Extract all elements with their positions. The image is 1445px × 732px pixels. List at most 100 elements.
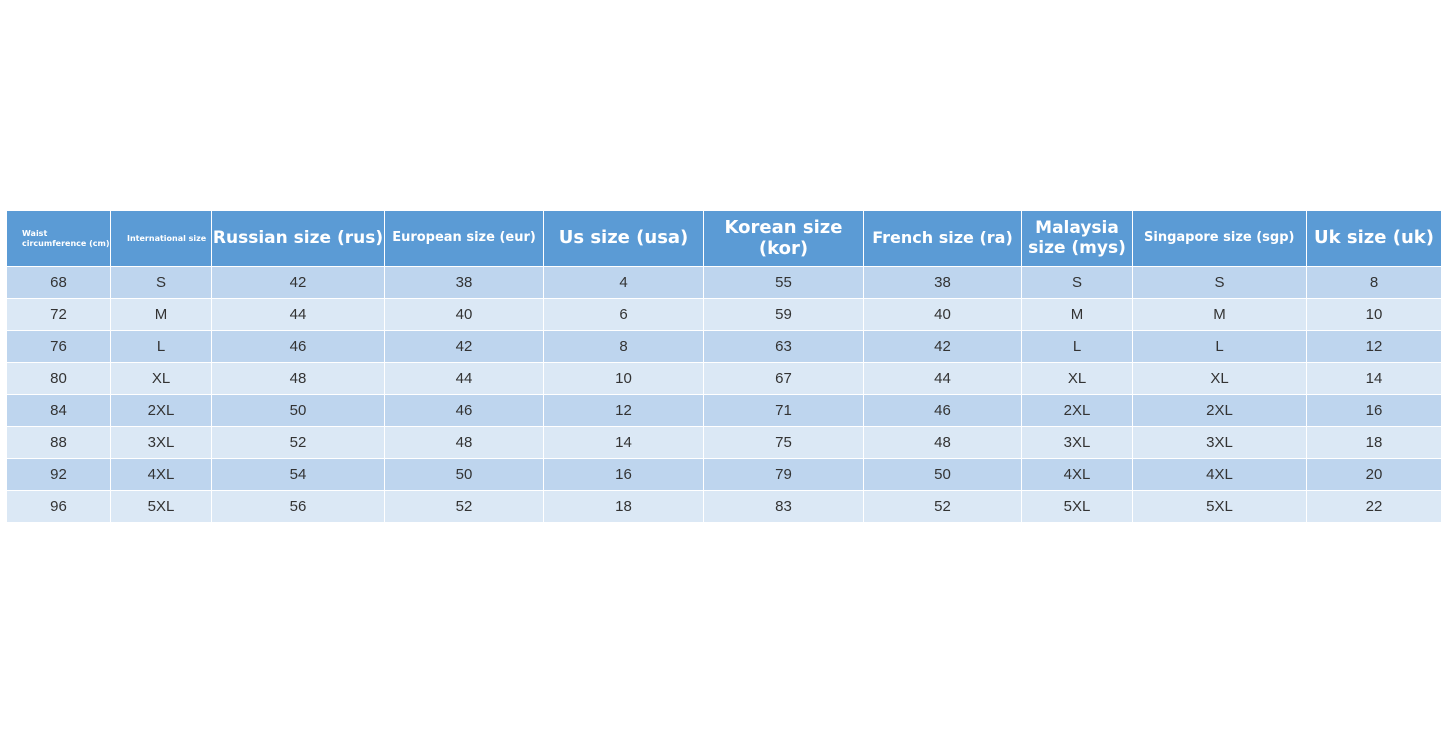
table-cell: S — [110, 266, 212, 299]
table-cell: 40 — [384, 298, 544, 331]
table-cell: 67 — [703, 362, 864, 395]
table-cell: 96 — [6, 490, 111, 523]
table-cell: 6 — [543, 298, 704, 331]
table-cell: 88 — [6, 426, 111, 459]
column-header: International size — [110, 210, 212, 267]
table-cell: M — [110, 298, 212, 331]
table-cell: 14 — [1306, 362, 1442, 395]
table-row: 84 2XL 50 46 12 71 46 2XL 2XL 16 — [6, 394, 1442, 427]
table-cell: 2XL — [110, 394, 212, 427]
table-cell: 50 — [211, 394, 385, 427]
size-table: Waist circumference (cm) International si… — [6, 210, 1442, 523]
table-cell: L — [1132, 330, 1307, 363]
column-header: European size (eur) — [384, 210, 544, 267]
table-cell: 71 — [703, 394, 864, 427]
table-cell: M — [1132, 298, 1307, 331]
table-row: 92 4XL 54 50 16 79 50 4XL 4XL 20 — [6, 458, 1442, 491]
table-cell: 4XL — [1132, 458, 1307, 491]
column-header: French size (ra) — [863, 210, 1022, 267]
table-cell: M — [1021, 298, 1133, 331]
table-cell: 52 — [384, 490, 544, 523]
table-cell: 12 — [543, 394, 704, 427]
table-cell: 52 — [211, 426, 385, 459]
column-header: Us size (usa) — [543, 210, 704, 267]
table-cell: 48 — [211, 362, 385, 395]
table-cell: 83 — [703, 490, 864, 523]
table-cell: 40 — [863, 298, 1022, 331]
table-cell: 50 — [863, 458, 1022, 491]
column-header: Waist circumference (cm) — [6, 210, 111, 267]
table-cell: 22 — [1306, 490, 1442, 523]
table-cell: 80 — [6, 362, 111, 395]
table-cell: S — [1021, 266, 1133, 299]
table-cell: 48 — [384, 426, 544, 459]
table-cell: S — [1132, 266, 1307, 299]
table-cell: 63 — [703, 330, 864, 363]
table-cell: 72 — [6, 298, 111, 331]
table-cell: 42 — [384, 330, 544, 363]
table-cell: 14 — [543, 426, 704, 459]
table-cell: 92 — [6, 458, 111, 491]
table-cell: 8 — [543, 330, 704, 363]
table-cell: 16 — [543, 458, 704, 491]
table-cell: 2XL — [1132, 394, 1307, 427]
column-header: Uk size (uk) — [1306, 210, 1442, 267]
table-cell: 5XL — [110, 490, 212, 523]
table-row: 88 3XL 52 48 14 75 48 3XL 3XL 18 — [6, 426, 1442, 459]
table-cell: 38 — [384, 266, 544, 299]
table-cell: 44 — [863, 362, 1022, 395]
table-cell: 10 — [543, 362, 704, 395]
table-cell: 44 — [384, 362, 544, 395]
table-cell: 54 — [211, 458, 385, 491]
column-header: Singapore size (sgp) — [1132, 210, 1307, 267]
table-cell: 4 — [543, 266, 704, 299]
table-cell: 44 — [211, 298, 385, 331]
table-cell: 52 — [863, 490, 1022, 523]
size-chart: Waist circumference (cm) International si… — [6, 210, 1442, 523]
table-cell: 3XL — [1021, 426, 1133, 459]
table-cell: L — [1021, 330, 1133, 363]
table-cell: 12 — [1306, 330, 1442, 363]
column-header: Malaysia size (mys) — [1021, 210, 1133, 267]
table-cell: 46 — [211, 330, 385, 363]
table-cell: 48 — [863, 426, 1022, 459]
table-cell: 76 — [6, 330, 111, 363]
table-cell: 38 — [863, 266, 1022, 299]
table-cell: L — [110, 330, 212, 363]
table-cell: 18 — [543, 490, 704, 523]
table-cell: 4XL — [1021, 458, 1133, 491]
table-cell: XL — [1132, 362, 1307, 395]
table-row: 96 5XL 56 52 18 83 52 5XL 5XL 22 — [6, 490, 1442, 523]
table-cell: 75 — [703, 426, 864, 459]
column-header: Russian size (rus) — [211, 210, 385, 267]
table-row: 80 XL 48 44 10 67 44 XL XL 14 — [6, 362, 1442, 395]
table-cell: 56 — [211, 490, 385, 523]
table-cell: 55 — [703, 266, 864, 299]
column-header: Korean size (kor) — [703, 210, 864, 267]
table-cell: 3XL — [1132, 426, 1307, 459]
table-cell: 59 — [703, 298, 864, 331]
table-cell: 5XL — [1021, 490, 1133, 523]
table-cell: 20 — [1306, 458, 1442, 491]
table-cell: 46 — [384, 394, 544, 427]
table-cell: 3XL — [110, 426, 212, 459]
table-cell: 46 — [863, 394, 1022, 427]
table-cell: 42 — [863, 330, 1022, 363]
table-cell: XL — [1021, 362, 1133, 395]
table-cell: 84 — [6, 394, 111, 427]
table-cell: 79 — [703, 458, 864, 491]
table-row: 76 L 46 42 8 63 42 L L 12 — [6, 330, 1442, 363]
table-cell: 8 — [1306, 266, 1442, 299]
table-cell: 16 — [1306, 394, 1442, 427]
table-cell: 50 — [384, 458, 544, 491]
table-cell: 4XL — [110, 458, 212, 491]
table-cell: 5XL — [1132, 490, 1307, 523]
table-cell: 10 — [1306, 298, 1442, 331]
table-body: 68 S 42 38 4 55 38 S S 8 72 M 44 40 6 59 40 M M 10 76 L 46 42 8 6… — [6, 266, 1442, 523]
header-row: Waist circumference (cm) International si… — [6, 210, 1442, 267]
table-cell: 18 — [1306, 426, 1442, 459]
table-cell: XL — [110, 362, 212, 395]
table-cell: 42 — [211, 266, 385, 299]
table-row: 72 M 44 40 6 59 40 M M 10 — [6, 298, 1442, 331]
